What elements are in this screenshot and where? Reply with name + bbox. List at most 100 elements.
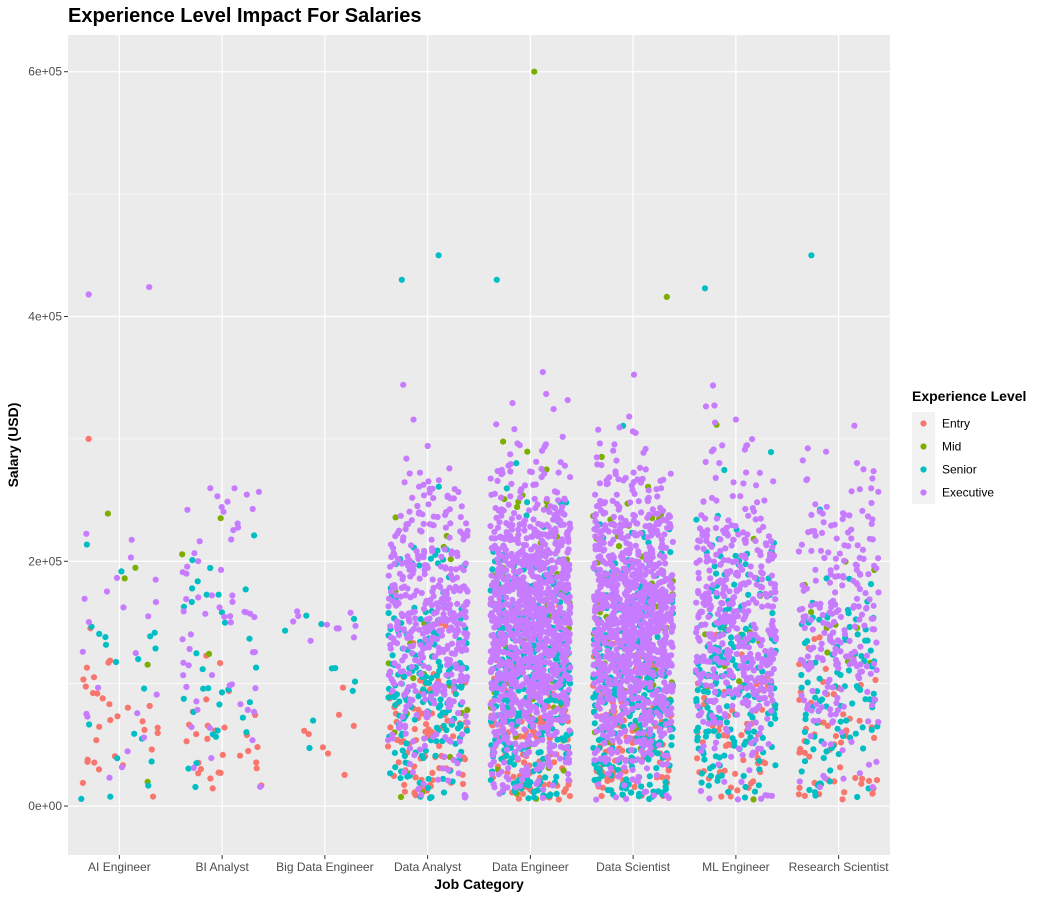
scatter-point (638, 509, 644, 515)
scatter-point (243, 729, 249, 735)
scatter-point (663, 779, 669, 785)
scatter-point (80, 780, 86, 786)
scatter-point (629, 633, 635, 639)
scatter-point (392, 764, 398, 770)
scatter-point (627, 499, 633, 505)
scatter-point (663, 688, 669, 694)
scatter-point (517, 521, 523, 527)
scatter-point (535, 647, 541, 653)
scatter-point (463, 560, 469, 566)
scatter-point (523, 781, 529, 787)
scatter-point (703, 584, 709, 590)
scatter-point (540, 786, 546, 792)
scatter-point (696, 712, 702, 718)
scatter-point (494, 478, 500, 484)
scatter-point (401, 769, 407, 775)
plot-panel (68, 35, 890, 855)
scatter-point (464, 631, 470, 637)
scatter-point (488, 680, 494, 686)
scatter-point (554, 729, 560, 735)
scatter-point (418, 792, 424, 798)
scatter-point (729, 703, 735, 709)
scatter-point (592, 513, 598, 519)
scatter-point (517, 568, 523, 574)
scatter-point (772, 581, 778, 587)
scatter-point (696, 672, 702, 678)
scatter-point (759, 637, 765, 643)
scatter-point (400, 534, 406, 540)
scatter-point (518, 585, 524, 591)
scatter-point (706, 698, 712, 704)
scatter-point (85, 757, 91, 763)
scatter-point (637, 530, 643, 536)
scatter-point (82, 596, 88, 602)
scatter-point (114, 575, 120, 581)
scatter-point (695, 570, 701, 576)
scatter-point (616, 504, 622, 510)
scatter-point (760, 686, 766, 692)
scatter-point (237, 701, 243, 707)
scatter-point (462, 795, 468, 801)
scatter-point (657, 729, 663, 735)
scatter-point (749, 631, 755, 637)
scatter-point (429, 537, 435, 543)
scatter-point (555, 497, 561, 503)
scatter-point (424, 617, 430, 623)
scatter-point (410, 417, 416, 423)
scatter-point (441, 723, 447, 729)
scatter-point (661, 618, 667, 624)
scatter-point (342, 772, 348, 778)
scatter-point (738, 732, 744, 738)
scatter-point (701, 743, 707, 749)
scatter-point (513, 460, 519, 466)
scatter-point (401, 626, 407, 632)
scatter-point (838, 739, 844, 745)
scatter-point (617, 771, 623, 777)
scatter-point (501, 719, 507, 725)
scatter-point (428, 675, 434, 681)
scatter-point (552, 565, 558, 571)
scatter-point (662, 707, 668, 713)
scatter-point (764, 716, 770, 722)
scatter-point (536, 556, 542, 562)
scatter-point (718, 578, 724, 584)
scatter-point (707, 602, 713, 608)
scatter-point (398, 794, 404, 800)
scatter-point (502, 736, 508, 742)
scatter-point (421, 554, 427, 560)
scatter-point (797, 746, 803, 752)
scatter-point (526, 658, 532, 664)
scatter-point (445, 778, 451, 784)
scatter-point (393, 603, 399, 609)
scatter-point (722, 584, 728, 590)
scatter-point (762, 678, 768, 684)
scatter-point (701, 546, 707, 552)
scatter-point (601, 571, 607, 577)
scatter-point (616, 543, 622, 549)
scatter-point (560, 556, 566, 562)
scatter-point (713, 656, 719, 662)
scatter-point (598, 629, 604, 635)
scatter-point (198, 766, 204, 772)
scatter-point (456, 770, 462, 776)
scatter-point (594, 461, 600, 467)
scatter-point (445, 767, 451, 773)
scatter-point (206, 651, 212, 657)
scatter-point (754, 499, 760, 505)
scatter-point (602, 664, 608, 670)
scatter-point (852, 775, 858, 781)
scatter-point (525, 664, 531, 670)
scatter-point (656, 712, 662, 718)
scatter-point (743, 739, 749, 745)
scatter-point (149, 758, 155, 764)
scatter-point (644, 765, 650, 771)
scatter-point (668, 471, 674, 477)
scatter-point (419, 655, 425, 661)
scatter-point (753, 706, 759, 712)
scatter-point (132, 565, 138, 571)
scatter-point (746, 722, 752, 728)
scatter-point (614, 582, 620, 588)
scatter-point (802, 793, 808, 799)
scatter-point (596, 577, 602, 583)
scatter-point (442, 546, 448, 552)
